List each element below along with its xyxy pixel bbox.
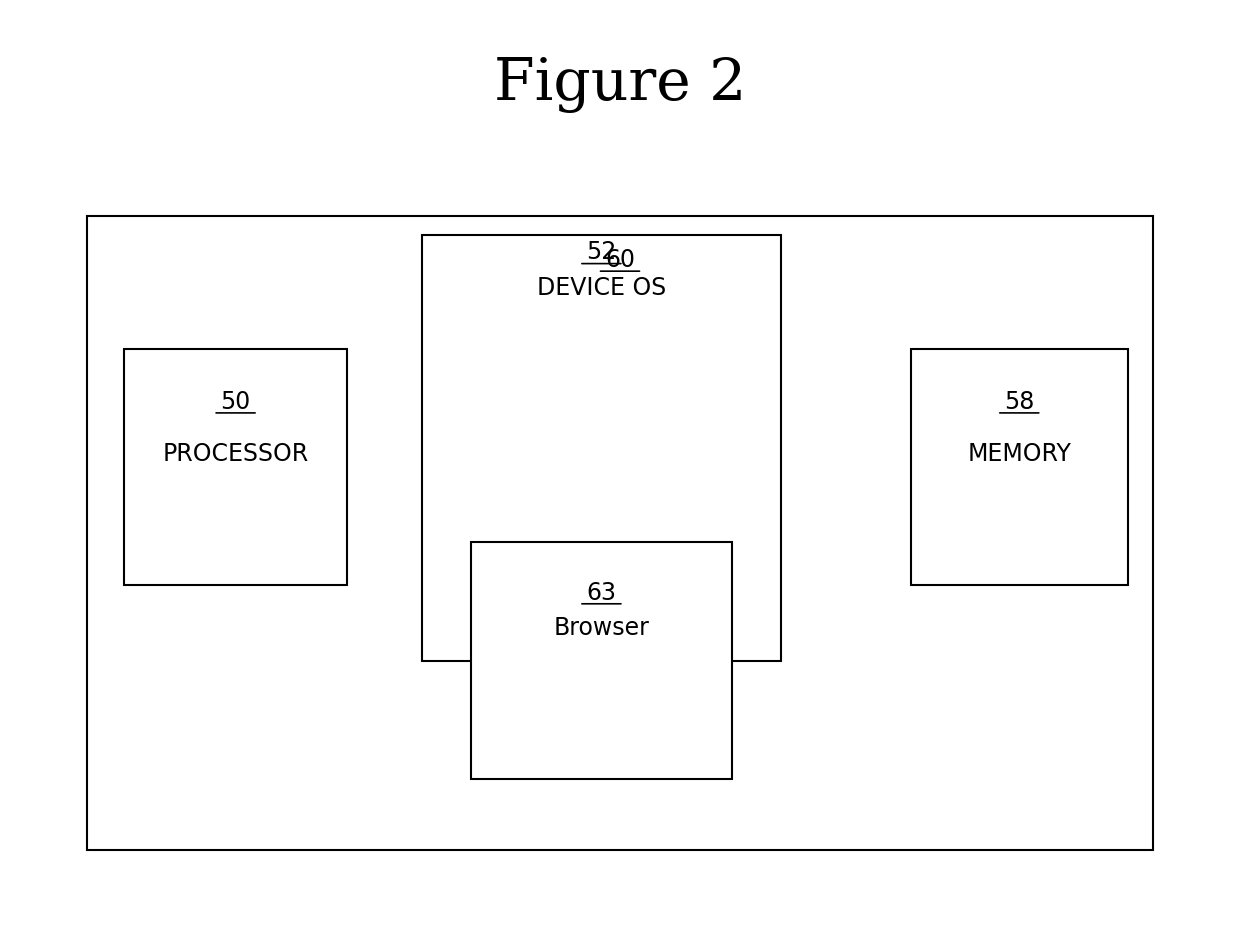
Text: 52: 52 [587, 240, 616, 264]
Text: 60: 60 [605, 247, 635, 272]
FancyBboxPatch shape [471, 543, 732, 779]
Text: Figure 2: Figure 2 [494, 57, 746, 113]
Text: 50: 50 [221, 389, 250, 413]
Text: 58: 58 [1004, 389, 1034, 413]
Text: DEVICE OS: DEVICE OS [537, 276, 666, 300]
FancyBboxPatch shape [87, 217, 1153, 850]
Text: 63: 63 [587, 580, 616, 604]
Text: Browser: Browser [553, 615, 650, 640]
FancyBboxPatch shape [911, 349, 1128, 585]
Text: MEMORY: MEMORY [967, 441, 1071, 465]
FancyBboxPatch shape [124, 349, 347, 585]
FancyBboxPatch shape [422, 236, 781, 661]
Text: PROCESSOR: PROCESSOR [162, 441, 309, 465]
